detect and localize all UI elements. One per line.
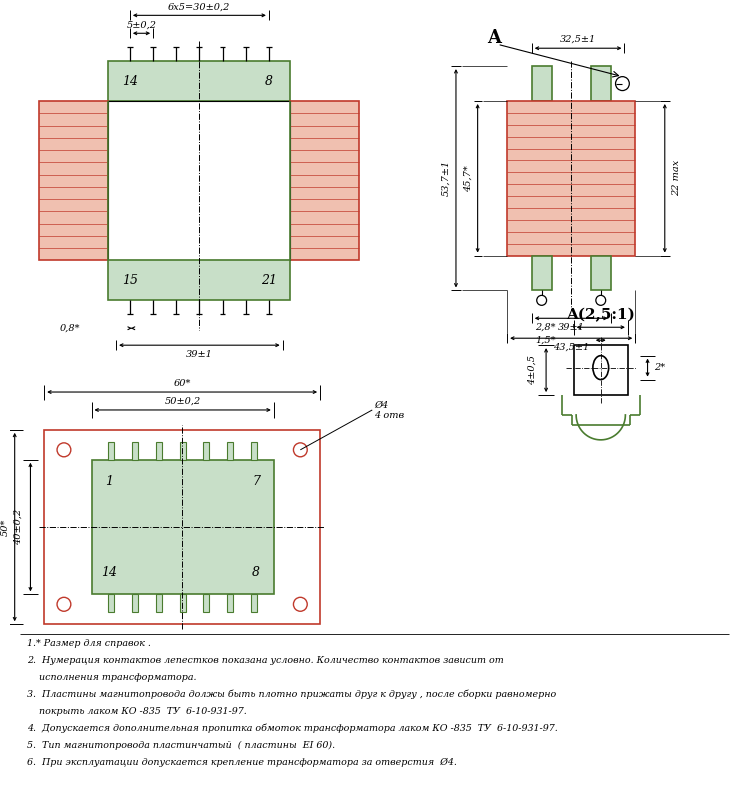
Text: 8: 8 <box>252 566 260 579</box>
Text: 15: 15 <box>122 274 138 287</box>
Bar <box>204 594 210 612</box>
Bar <box>532 66 551 101</box>
Text: 6.  При эксплуатации допускается крепление трансформатора за отверстия  Ø4.: 6. При эксплуатации допускается креплени… <box>27 758 458 767</box>
Text: A: A <box>487 30 502 47</box>
Text: покрыть лаком КО -835  ТУ  6-10-931-97.: покрыть лаком КО -835 ТУ 6-10-931-97. <box>27 707 247 716</box>
Text: 2,8*: 2,8* <box>536 322 556 332</box>
Bar <box>591 255 611 290</box>
Bar <box>156 594 162 612</box>
Text: 50*: 50* <box>0 518 10 536</box>
Text: 6x5=30±0,2: 6x5=30±0,2 <box>168 3 230 12</box>
Bar <box>251 594 257 612</box>
Text: 14: 14 <box>101 566 117 579</box>
Text: 14: 14 <box>122 74 138 88</box>
Text: 0,8*: 0,8* <box>60 324 81 333</box>
Bar <box>227 594 233 612</box>
Text: 40±0,2: 40±0,2 <box>14 509 23 545</box>
Bar <box>132 442 138 460</box>
Text: A(2,5:1): A(2,5:1) <box>566 308 635 322</box>
Text: 4.  Допускается дополнительная пропитка обмоток трансформатора лаком КО -835  ТУ: 4. Допускается дополнительная пропитка о… <box>27 724 558 734</box>
Bar <box>156 442 162 460</box>
Bar <box>591 66 611 101</box>
Bar <box>45 430 320 624</box>
Text: 39±1: 39±1 <box>558 322 585 332</box>
Text: Ø4: Ø4 <box>374 401 389 410</box>
Text: 50±0,2: 50±0,2 <box>164 397 201 406</box>
Bar <box>251 442 257 460</box>
Text: 1,5*: 1,5* <box>536 336 556 345</box>
Bar <box>291 101 360 261</box>
Text: исполнения трансформатора.: исполнения трансформатора. <box>27 673 197 682</box>
Bar <box>574 345 628 395</box>
Text: 2*: 2* <box>654 363 665 372</box>
Text: 4 отв: 4 отв <box>374 411 404 421</box>
Text: 2.  Нумерация контактов лепестков показана условно. Количество контактов зависит: 2. Нумерация контактов лепестков показан… <box>27 656 504 665</box>
Bar <box>108 61 291 101</box>
Bar <box>39 101 108 261</box>
Text: 1.* Размер для справок .: 1.* Размер для справок . <box>27 639 152 648</box>
Bar <box>507 101 635 255</box>
Bar <box>108 101 291 261</box>
Bar <box>204 442 210 460</box>
Bar <box>132 594 138 612</box>
Text: 8: 8 <box>265 74 273 88</box>
Bar <box>91 460 273 594</box>
Bar <box>108 261 291 300</box>
Bar <box>180 594 186 612</box>
Bar <box>108 594 114 612</box>
Text: 5.  Тип магнитопровода пластинчатый  ( пластины  EI 60).: 5. Тип магнитопровода пластинчатый ( пла… <box>27 741 336 750</box>
Text: 22 max: 22 max <box>672 160 681 196</box>
Text: 43,5±1: 43,5±1 <box>553 342 589 352</box>
Text: 7: 7 <box>252 475 260 488</box>
Bar <box>227 442 233 460</box>
Text: 21: 21 <box>261 274 277 287</box>
Text: 1: 1 <box>106 475 113 488</box>
Text: 32,5±1: 32,5±1 <box>560 34 596 44</box>
Bar <box>108 442 114 460</box>
Text: 4±0,5: 4±0,5 <box>528 355 536 385</box>
Text: 60*: 60* <box>173 378 191 387</box>
Text: 53,7±1: 53,7±1 <box>441 160 450 196</box>
Text: 45,7*: 45,7* <box>464 165 473 192</box>
Bar <box>532 255 551 290</box>
Text: 39±1: 39±1 <box>186 350 212 358</box>
Text: 5±0,2: 5±0,2 <box>126 21 157 30</box>
Bar <box>180 442 186 460</box>
Text: 3.  Пластины магнитопровода должы быть плотно прижаты друг к другу , после сборк: 3. Пластины магнитопровода должы быть пл… <box>27 690 557 699</box>
